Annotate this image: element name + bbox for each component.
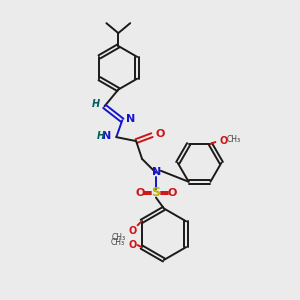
Text: CH₃: CH₃ xyxy=(112,233,126,242)
Text: CH₃: CH₃ xyxy=(111,238,125,247)
Text: O: O xyxy=(156,129,165,139)
Text: O: O xyxy=(128,226,136,236)
Text: O: O xyxy=(128,240,136,250)
Text: O: O xyxy=(219,136,228,146)
Text: N: N xyxy=(152,167,162,177)
Text: S: S xyxy=(152,186,160,199)
Text: H: H xyxy=(96,131,104,141)
Text: N: N xyxy=(126,114,136,124)
Text: O: O xyxy=(167,188,176,198)
Text: N: N xyxy=(102,131,111,141)
Text: CH₃: CH₃ xyxy=(226,134,240,143)
Text: H: H xyxy=(91,99,100,110)
Text: O: O xyxy=(135,188,145,198)
